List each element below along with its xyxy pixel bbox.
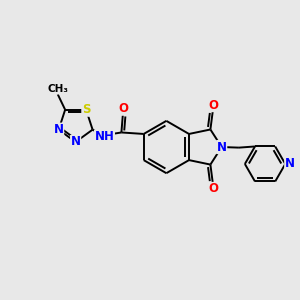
Text: CH₃: CH₃ [47, 84, 68, 94]
Text: N: N [217, 140, 227, 154]
Text: N: N [54, 123, 64, 136]
Text: O: O [208, 182, 218, 195]
Text: N: N [285, 158, 295, 170]
Text: NH: NH [94, 130, 114, 143]
Text: S: S [82, 103, 90, 116]
Text: N: N [70, 136, 81, 148]
Text: O: O [208, 99, 218, 112]
Text: O: O [118, 102, 128, 115]
